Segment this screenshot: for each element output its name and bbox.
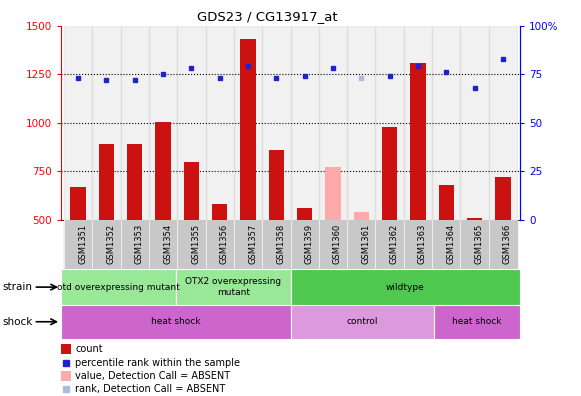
Bar [354, 212, 369, 220]
Bar [347, 220, 375, 269]
Text: wildtype: wildtype [386, 283, 425, 291]
Bar [262, 220, 290, 269]
Text: GSM1361: GSM1361 [361, 224, 370, 264]
Bar [382, 127, 397, 220]
Bar [325, 168, 341, 220]
Text: GSM1352: GSM1352 [106, 224, 116, 264]
Text: GSM1364: GSM1364 [446, 224, 456, 264]
Bar [177, 26, 206, 220]
Bar [319, 220, 347, 269]
Bar [184, 162, 199, 220]
Text: control: control [346, 317, 378, 326]
Bar [439, 185, 454, 220]
Bar [319, 26, 347, 220]
Bar [234, 26, 262, 220]
Bar [268, 150, 284, 220]
Bar [375, 220, 404, 269]
Text: GSM1358: GSM1358 [277, 224, 285, 264]
Bar [461, 26, 489, 220]
Bar [155, 122, 171, 220]
Bar [404, 26, 432, 220]
Bar [99, 144, 114, 220]
Text: GSM1363: GSM1363 [418, 224, 427, 264]
Bar [290, 269, 520, 305]
Text: GSM1365: GSM1365 [475, 224, 483, 264]
Bar [290, 220, 319, 269]
Bar [290, 305, 434, 339]
Bar [495, 177, 511, 220]
Text: GSM1359: GSM1359 [304, 224, 314, 264]
Bar [489, 220, 517, 269]
Bar [61, 345, 71, 354]
Text: GSM1362: GSM1362 [390, 224, 399, 264]
Bar [290, 26, 319, 220]
Bar [64, 220, 92, 269]
Bar [70, 187, 86, 220]
Bar [206, 220, 234, 269]
Text: OTX2 overexpressing
mutant: OTX2 overexpressing mutant [185, 278, 281, 297]
Bar [149, 26, 177, 220]
Bar [61, 371, 71, 381]
Text: value, Detection Call = ABSENT: value, Detection Call = ABSENT [76, 371, 231, 381]
Bar [434, 305, 520, 339]
Text: GSM1355: GSM1355 [191, 224, 200, 264]
Text: heat shock: heat shock [151, 317, 200, 326]
Bar [149, 220, 177, 269]
Bar [120, 220, 149, 269]
Bar [262, 26, 290, 220]
Bar [467, 218, 482, 220]
Bar [240, 39, 256, 220]
Bar [347, 26, 375, 220]
Bar [92, 26, 120, 220]
Text: heat shock: heat shock [452, 317, 502, 326]
Bar [127, 144, 142, 220]
Text: otd overexpressing mutant: otd overexpressing mutant [57, 283, 180, 291]
Text: percentile rank within the sample: percentile rank within the sample [76, 358, 241, 367]
Bar [432, 26, 461, 220]
Bar [61, 305, 290, 339]
Bar [297, 208, 313, 220]
Text: count: count [76, 344, 103, 354]
Bar [410, 63, 426, 220]
Text: shock: shock [3, 317, 33, 327]
Text: GSM1356: GSM1356 [220, 224, 229, 264]
Bar [206, 26, 234, 220]
Bar [61, 269, 175, 305]
Bar [375, 26, 404, 220]
Bar [234, 220, 262, 269]
Text: GSM1360: GSM1360 [333, 224, 342, 264]
Bar [212, 204, 227, 220]
Text: GSM1357: GSM1357 [248, 224, 257, 264]
Bar [177, 220, 206, 269]
Bar [489, 26, 517, 220]
Bar [461, 220, 489, 269]
Bar [92, 220, 120, 269]
Bar [120, 26, 149, 220]
Text: GSM1351: GSM1351 [78, 224, 87, 264]
Text: GSM1354: GSM1354 [163, 224, 172, 264]
Bar [404, 220, 432, 269]
Title: GDS23 / CG13917_at: GDS23 / CG13917_at [197, 10, 338, 23]
Bar [432, 220, 461, 269]
Text: rank, Detection Call = ABSENT: rank, Detection Call = ABSENT [76, 384, 225, 394]
Text: GSM1366: GSM1366 [503, 224, 512, 264]
Text: GSM1353: GSM1353 [135, 224, 144, 264]
Bar [175, 269, 290, 305]
Bar [64, 26, 92, 220]
Text: strain: strain [3, 282, 33, 292]
